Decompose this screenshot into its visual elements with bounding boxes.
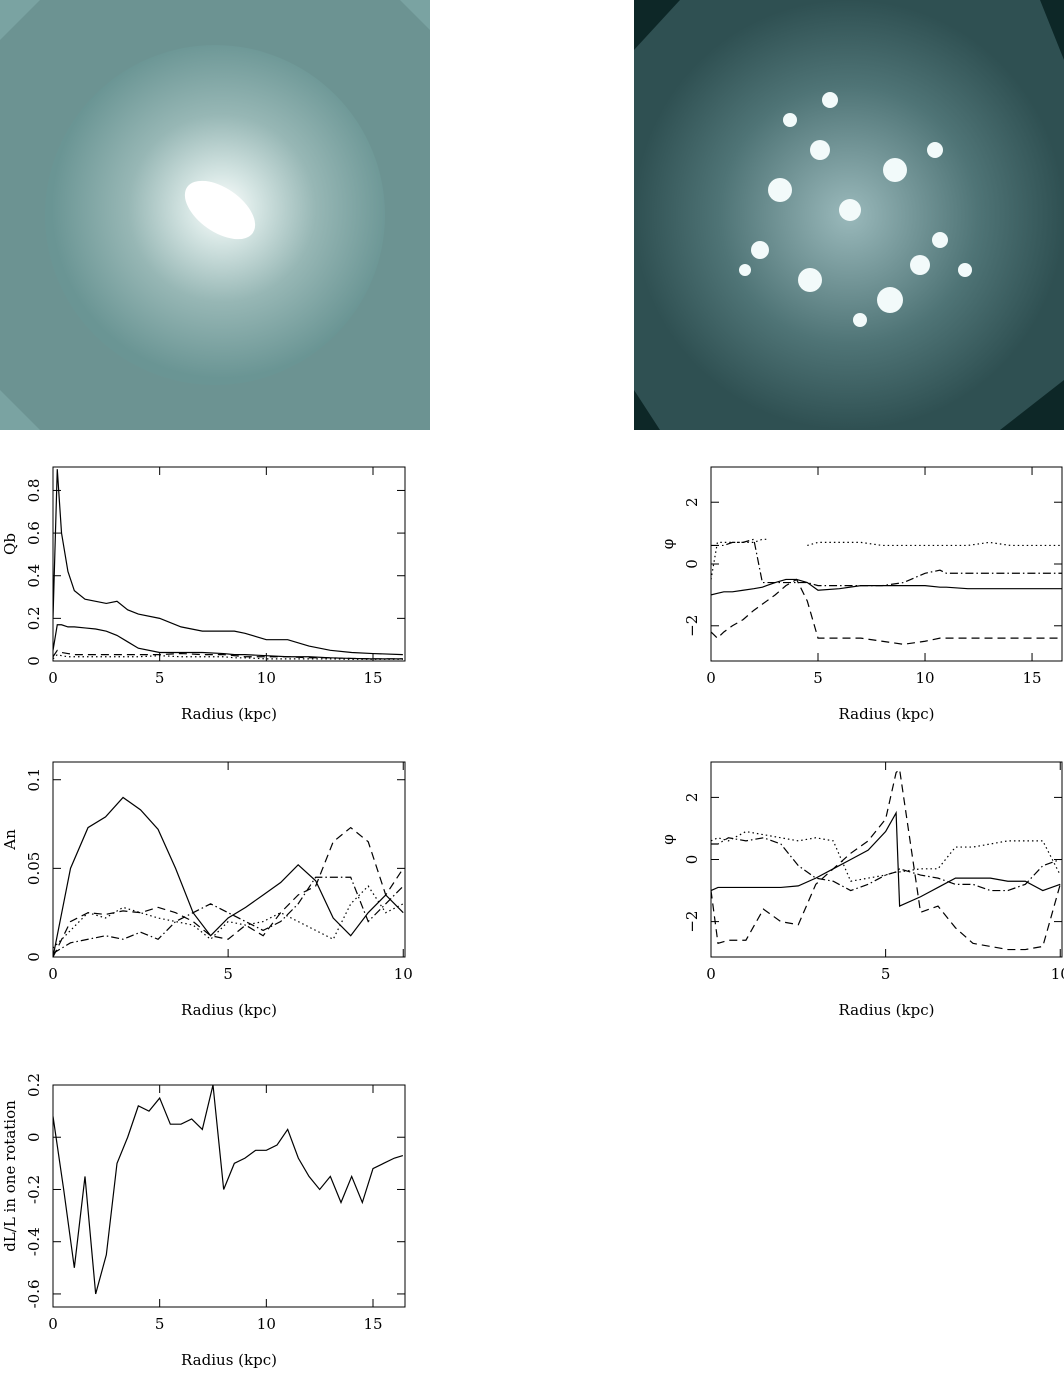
x-tick-label: 5 bbox=[881, 965, 891, 983]
data-line bbox=[711, 830, 1061, 882]
panel: 0 5 10 15 0 0.2 0.4 0.6 0.8 Radius (kpc) Qb bbox=[1, 466, 406, 723]
data-line bbox=[53, 624, 403, 660]
y-tick-label: -0.2 bbox=[25, 1175, 43, 1204]
x-tick-label: 15 bbox=[363, 1315, 382, 1333]
panel: 0 5 10 0 0.05 0.1 Radius (kpc) An bbox=[1, 761, 413, 1019]
y-tick-label: 0.6 bbox=[25, 521, 43, 545]
plot-frame bbox=[52, 761, 406, 958]
panel: 0 5 10 15 −2 0 2 Radius (kpc) φ bbox=[659, 466, 1063, 723]
y-axis-label: φ bbox=[659, 539, 677, 550]
data-line bbox=[53, 876, 404, 954]
y-tick-label: −2 bbox=[683, 615, 701, 637]
x-tick-label: 0 bbox=[706, 669, 716, 687]
y-axis-label: Qb bbox=[1, 533, 19, 555]
x-tick-label: 0 bbox=[48, 669, 58, 687]
x-tick-label: 5 bbox=[813, 669, 823, 687]
y-axis-label: An bbox=[1, 829, 19, 851]
x-axis-label: Radius (kpc) bbox=[181, 1001, 277, 1019]
y-tick-label: 0.2 bbox=[25, 606, 43, 630]
y-tick-label: -0.4 bbox=[25, 1227, 43, 1256]
optical-image bbox=[0, 0, 430, 430]
plot-frame bbox=[52, 466, 406, 662]
plot-frame bbox=[710, 466, 1063, 662]
data-line bbox=[711, 538, 1062, 587]
x-tick-label: 5 bbox=[223, 965, 233, 983]
data-line bbox=[53, 1085, 404, 1295]
y-axis-label: φ bbox=[659, 834, 677, 845]
y-tick-label: 0 bbox=[25, 952, 43, 962]
y-tick-label: 0 bbox=[683, 559, 701, 569]
y-tick-label: 0.8 bbox=[25, 479, 43, 503]
data-line bbox=[53, 653, 403, 660]
x-tick-label: 10 bbox=[915, 669, 934, 687]
x-tick-label: 0 bbox=[706, 965, 716, 983]
y-tick-label: 0.05 bbox=[25, 852, 43, 885]
data-line bbox=[53, 796, 404, 957]
y-tick-label: 0.2 bbox=[25, 1073, 43, 1097]
plot-frame bbox=[710, 761, 1063, 958]
x-tick-label: 5 bbox=[155, 669, 165, 687]
y-tick-label: 0 bbox=[25, 1132, 43, 1142]
data-line bbox=[711, 837, 1061, 892]
x-axis-label: Radius (kpc) bbox=[839, 705, 935, 723]
halpha-image bbox=[634, 0, 1064, 430]
y-tick-label: 2 bbox=[683, 497, 701, 507]
x-axis-label: Radius (kpc) bbox=[181, 705, 277, 723]
data-line bbox=[711, 578, 1062, 596]
x-axis-label: Radius (kpc) bbox=[181, 1351, 277, 1369]
plot-frame bbox=[52, 1084, 406, 1308]
data-line bbox=[711, 810, 1061, 907]
x-tick-label: 10 bbox=[257, 1315, 276, 1333]
x-axis-label: Radius (kpc) bbox=[839, 1001, 935, 1019]
x-tick-label: 5 bbox=[155, 1315, 165, 1333]
y-tick-label: 0 bbox=[683, 855, 701, 865]
data-line bbox=[53, 469, 403, 656]
x-tick-label: 0 bbox=[48, 965, 58, 983]
y-tick-label: 0.4 bbox=[25, 564, 43, 588]
y-axis-label: dL/L in one rotation bbox=[1, 1100, 19, 1252]
x-tick-label: 0 bbox=[48, 1315, 58, 1333]
y-tick-label: −2 bbox=[683, 911, 701, 933]
data-line bbox=[53, 649, 403, 660]
panel: 0 5 10 15 -0.6 -0.4 -0.2 0 0.2 Radius (kpc) dL/L i… bbox=[1, 1073, 406, 1369]
x-tick-label: 15 bbox=[1022, 669, 1041, 687]
y-tick-label: 0 bbox=[25, 656, 43, 666]
panel: 0 5 10 −2 0 2 Radius (kpc) φ bbox=[659, 761, 1064, 1019]
y-tick-label: -0.6 bbox=[25, 1279, 43, 1308]
data-line bbox=[711, 578, 1062, 645]
x-tick-label: 10 bbox=[1051, 965, 1064, 983]
y-tick-label: 2 bbox=[683, 793, 701, 803]
data-line bbox=[53, 826, 404, 957]
data-line bbox=[711, 538, 1062, 580]
data-line bbox=[53, 885, 404, 949]
x-tick-label: 15 bbox=[363, 669, 382, 687]
x-tick-label: 10 bbox=[394, 965, 413, 983]
data-line bbox=[711, 768, 1061, 951]
x-tick-label: 10 bbox=[257, 669, 276, 687]
y-tick-label: 0.1 bbox=[25, 768, 43, 792]
